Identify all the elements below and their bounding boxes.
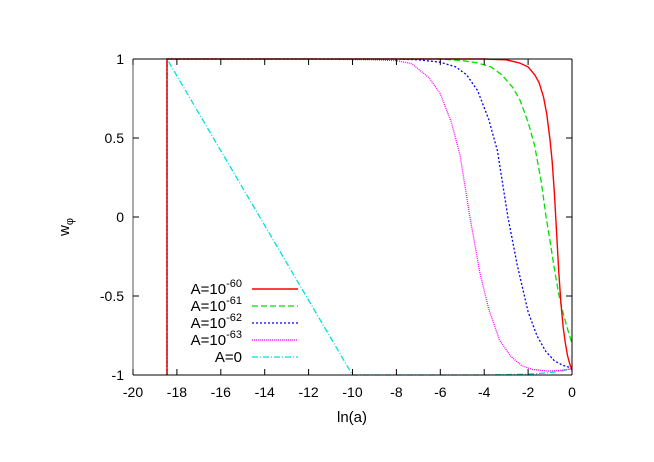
y-tick-label: -1 (112, 367, 125, 383)
x-tick-label: -20 (123, 384, 143, 400)
legend-label: A=0 (215, 349, 242, 366)
y-axis-label-main: w (56, 225, 73, 237)
x-tick-label: -8 (390, 384, 403, 400)
series-line (166, 58, 573, 375)
y-tick-label: 0 (116, 209, 124, 225)
series-line (166, 58, 573, 375)
x-tick-label: -12 (298, 384, 318, 400)
x-tick-label: 0 (568, 384, 576, 400)
legend-label: A=10-63 (191, 329, 242, 349)
series-line (166, 58, 573, 375)
y-axis-ticks: -1 -0.5 0 0.5 1 (100, 51, 572, 383)
x-axis-ticks: -20 -18 -16 -14 -12 -10 -8 -6 -4 -2 0 (123, 59, 576, 400)
x-tick-label: -6 (434, 384, 447, 400)
y-tick-label: 1 (116, 51, 124, 67)
y-axis-label: wφ (56, 218, 76, 237)
x-tick-label: -10 (342, 384, 362, 400)
x-tick-label: -16 (211, 384, 231, 400)
y-axis-label-sub: φ (64, 218, 76, 225)
svg-text:wφ: wφ (56, 218, 76, 237)
legend: A=10-60A=10-61A=10-62A=10-63A=0 (191, 278, 298, 366)
x-axis-label: ln(a) (337, 409, 367, 426)
legend-label: A=10-62 (191, 312, 242, 332)
x-tick-label: -4 (478, 384, 491, 400)
x-tick-label: -2 (522, 384, 535, 400)
x-tick-label: -14 (255, 384, 275, 400)
x-tick-label: -18 (167, 384, 187, 400)
data-series-group (166, 56, 573, 376)
legend-label: A=10-60 (191, 278, 242, 298)
y-tick-label: 0.5 (105, 130, 125, 146)
series-line (166, 56, 573, 376)
legend-label: A=10-61 (191, 295, 242, 315)
series-line (166, 58, 573, 375)
y-tick-label: -0.5 (100, 288, 124, 304)
